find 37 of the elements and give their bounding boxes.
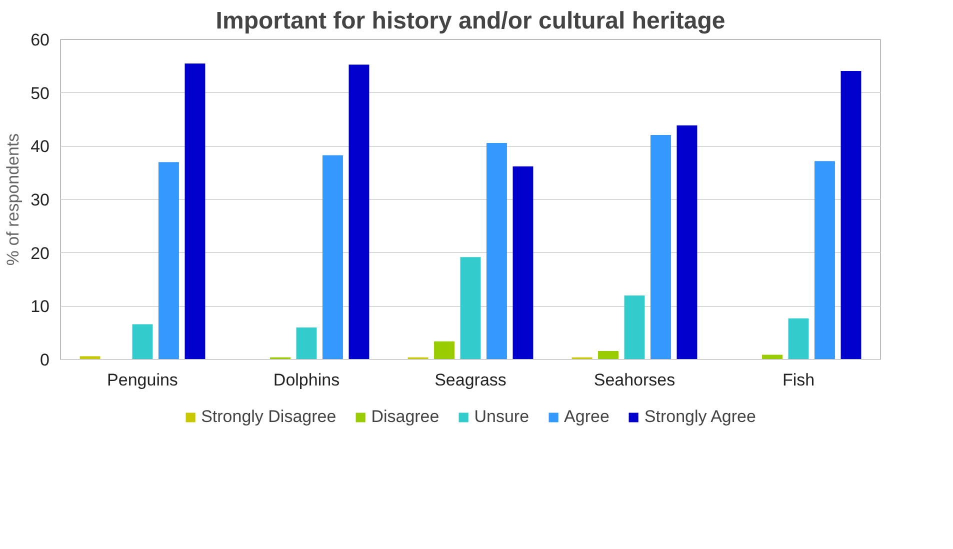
legend-label: Disagree — [371, 407, 440, 427]
bar — [762, 354, 782, 360]
bar — [322, 155, 343, 360]
y-tick-label: 0 — [40, 350, 50, 370]
bar — [676, 125, 698, 360]
bar — [296, 328, 317, 360]
bar — [158, 162, 179, 360]
bar — [486, 142, 507, 360]
x-tick-label: Seahorses — [594, 370, 676, 390]
legend-label: Strongly Agree — [644, 407, 756, 427]
legend-label: Agree — [564, 407, 610, 427]
y-tick-label: 20 — [30, 244, 50, 263]
x-tick-label: Dolphins — [273, 370, 340, 390]
bar — [460, 257, 481, 360]
bar — [814, 161, 835, 360]
y-tick-label: 60 — [30, 30, 50, 50]
legend-label: Unsure — [474, 407, 530, 427]
y-tick-label: 40 — [30, 137, 50, 156]
bar — [598, 350, 618, 360]
y-tick-label: 30 — [30, 190, 50, 210]
y-tick-label: 50 — [30, 84, 50, 103]
x-tick-label: Penguins — [107, 370, 178, 390]
bar — [434, 341, 454, 360]
bar — [650, 134, 671, 360]
bar — [184, 64, 206, 360]
bar — [132, 324, 153, 360]
bar — [624, 296, 645, 360]
bar — [348, 64, 370, 360]
legend-label: Strongly Disagree — [201, 407, 336, 427]
bar — [512, 166, 534, 360]
y-tick-label: 10 — [30, 297, 50, 316]
y-axis-title: % of respondents — [4, 133, 23, 266]
x-tick-label: Seagrass — [434, 370, 506, 390]
x-tick-label: Fish — [782, 370, 815, 390]
bar — [788, 318, 809, 360]
chart-title: Important for history and/or cultural heritage — [216, 8, 726, 34]
bar — [840, 70, 862, 360]
